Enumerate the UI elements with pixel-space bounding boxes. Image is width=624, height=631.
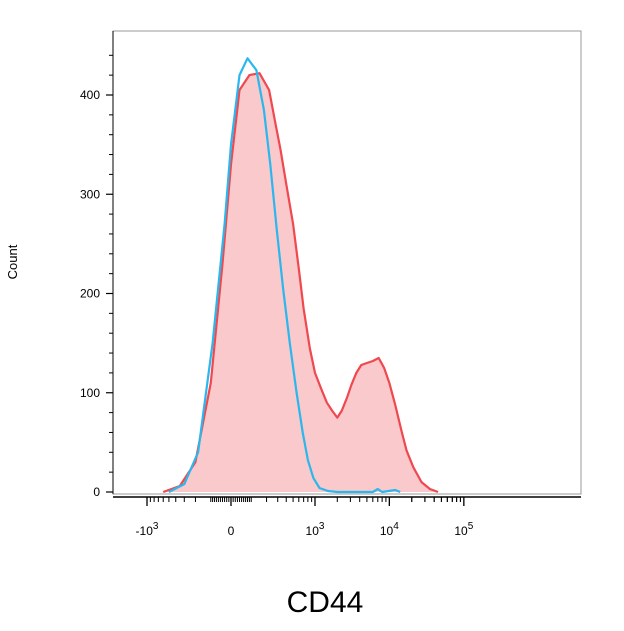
x-tick-label: 103 — [306, 521, 325, 538]
y-tick-label: 300 — [80, 187, 100, 201]
x-tick-label: -103 — [136, 521, 159, 538]
series-1-line — [162, 72, 439, 494]
y-axis-title: Count — [5, 244, 20, 279]
x-tick-label: 104 — [380, 521, 399, 538]
y-tick-label: 200 — [80, 287, 100, 301]
y-tick-label: 0 — [93, 485, 100, 499]
series-2-line — [168, 57, 401, 494]
x-axis-title: CD44 — [287, 586, 364, 619]
x-tick-label: 105 — [454, 521, 473, 538]
y-tick-label: 400 — [80, 88, 100, 102]
x-tick-label: 0 — [228, 524, 235, 538]
series-layer — [162, 57, 439, 494]
y-tick-label: 100 — [80, 386, 100, 400]
series-1-fill — [163, 73, 438, 492]
